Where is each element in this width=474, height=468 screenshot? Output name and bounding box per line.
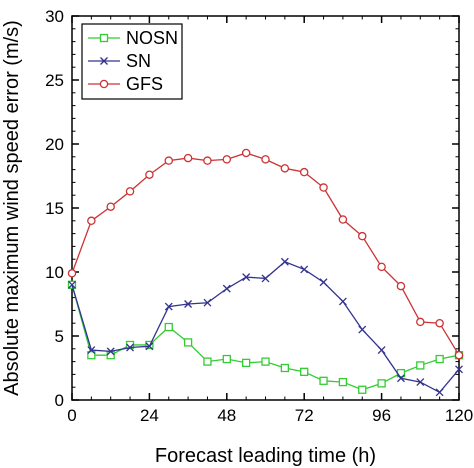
data-point-gfs <box>183 153 193 163</box>
data-point-gfs <box>125 187 135 196</box>
data-point-sn <box>68 280 76 289</box>
data-point-gfs <box>67 269 77 278</box>
y-tick-label: 25 <box>45 71 64 90</box>
legend-item-sn: SN <box>88 51 151 71</box>
data-point-sn <box>164 302 173 311</box>
y-tick-label: 10 <box>45 263 64 282</box>
data-point-sn <box>396 374 405 383</box>
y-tick-label: 15 <box>45 199 64 218</box>
data-point-gfs <box>357 231 367 241</box>
series-line-gfs <box>71 152 460 356</box>
legend-item-nosn: NOSN <box>88 28 178 48</box>
data-point-sn <box>300 265 309 274</box>
data-point-gfs <box>145 170 154 179</box>
series-layer <box>67 148 464 397</box>
data-point-nosn <box>300 367 309 376</box>
data-point-sn <box>184 300 193 308</box>
data-point-nosn <box>87 351 96 360</box>
data-point-sn <box>319 278 328 287</box>
x-tick-label: 72 <box>295 406 314 425</box>
data-point-nosn <box>319 376 328 385</box>
axes: 0 24 48 72 96 120 0 5 10 15 20 25 30 <box>45 7 473 425</box>
data-point-gfs <box>222 155 232 164</box>
data-point-sn <box>358 325 367 334</box>
data-point-nosn <box>416 361 425 370</box>
data-point-sn <box>145 342 154 351</box>
y-tick-label: 0 <box>55 391 64 410</box>
legend-label: GFS <box>126 74 163 94</box>
data-point-gfs <box>454 350 464 360</box>
data-point-sn <box>87 346 96 355</box>
data-point-nosn <box>164 322 173 332</box>
x-tick-label: 24 <box>140 406 159 425</box>
data-point-nosn <box>261 357 270 366</box>
series-sn <box>68 257 463 397</box>
data-point-sn <box>261 274 270 283</box>
data-point-gfs <box>299 167 309 177</box>
data-point-gfs <box>416 317 425 327</box>
legend-marker <box>99 79 109 89</box>
data-point-nosn <box>338 377 348 387</box>
x-tick-label: 48 <box>217 406 236 425</box>
data-point-sn <box>242 273 251 282</box>
data-point-gfs <box>87 216 96 226</box>
legend-marker <box>99 33 109 43</box>
data-point-sn <box>222 284 231 293</box>
data-point-nosn <box>125 340 135 350</box>
data-point-sn <box>126 343 135 352</box>
data-point-gfs <box>164 156 173 165</box>
data-point-gfs <box>435 318 444 328</box>
data-point-sn <box>377 346 386 355</box>
data-point-nosn <box>183 338 193 347</box>
legend-label: NOSN <box>126 28 178 48</box>
legend-marker <box>100 57 108 65</box>
x-axis-label: Forecast leading time (h) <box>155 445 376 467</box>
data-point-nosn <box>222 354 231 364</box>
data-point-gfs <box>396 281 406 291</box>
data-point-gfs <box>261 155 270 164</box>
data-point-sn <box>455 365 463 374</box>
data-point-gfs <box>241 148 251 158</box>
data-point-sn <box>338 297 347 306</box>
legend-label: SN <box>126 51 151 71</box>
data-point-gfs <box>377 262 386 272</box>
data-point-nosn <box>280 363 290 373</box>
data-point-gfs <box>280 164 290 173</box>
data-point-gfs <box>319 183 328 192</box>
y-tick-label: 30 <box>45 7 64 26</box>
series-nosn <box>67 280 464 394</box>
data-point-nosn <box>377 379 386 388</box>
data-point-gfs <box>338 215 348 224</box>
data-point-nosn <box>241 358 251 368</box>
x-tick-label: 120 <box>445 406 473 425</box>
data-point-sn <box>203 298 212 307</box>
y-tick-label: 5 <box>55 327 64 346</box>
data-point-sn <box>416 378 425 387</box>
data-point-gfs <box>203 156 212 165</box>
data-point-nosn <box>203 357 212 366</box>
data-point-nosn <box>435 354 444 364</box>
y-tick-label: 20 <box>45 135 64 154</box>
x-tick-label: 0 <box>67 406 76 425</box>
y-axis-label: Absolute maximum wind speed error (m/s) <box>1 20 23 396</box>
data-point-sn <box>106 347 115 356</box>
x-tick-label: 96 <box>372 406 391 425</box>
data-point-nosn <box>106 351 115 360</box>
data-point-nosn <box>358 385 367 394</box>
data-point-gfs <box>106 202 115 211</box>
series-gfs <box>67 148 464 360</box>
data-point-sn <box>435 388 444 397</box>
legend: NOSN SN GFS <box>81 23 183 100</box>
legend-item-gfs: GFS <box>88 74 163 94</box>
data-point-sn <box>280 257 289 266</box>
